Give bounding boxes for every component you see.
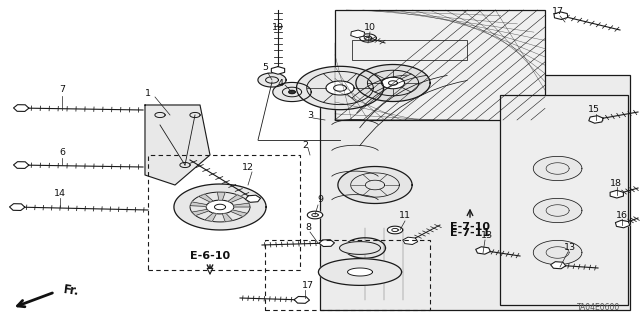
Polygon shape	[190, 113, 200, 117]
Bar	[352, 40, 467, 60]
Polygon shape	[319, 240, 335, 247]
Text: 17: 17	[552, 8, 564, 17]
Polygon shape	[381, 77, 404, 89]
Text: 3: 3	[307, 110, 313, 120]
Polygon shape	[223, 213, 233, 222]
Polygon shape	[218, 192, 225, 200]
Polygon shape	[307, 211, 323, 219]
Polygon shape	[296, 66, 383, 110]
Polygon shape	[192, 209, 209, 216]
Polygon shape	[10, 204, 25, 211]
Polygon shape	[245, 195, 260, 202]
Polygon shape	[387, 226, 403, 234]
Polygon shape	[554, 12, 568, 19]
Polygon shape	[533, 156, 582, 181]
Polygon shape	[199, 194, 213, 202]
Polygon shape	[533, 198, 582, 223]
Text: Fr.: Fr.	[62, 284, 80, 299]
Polygon shape	[319, 259, 402, 286]
Bar	[320, 75, 630, 310]
Text: 13: 13	[564, 243, 576, 253]
Text: 1: 1	[145, 88, 151, 98]
Polygon shape	[610, 190, 623, 198]
Polygon shape	[174, 184, 266, 230]
Text: 11: 11	[399, 211, 411, 220]
Bar	[148, 155, 300, 270]
Polygon shape	[326, 81, 354, 95]
Text: 14: 14	[54, 189, 66, 197]
Polygon shape	[348, 268, 372, 276]
Polygon shape	[180, 162, 190, 167]
Polygon shape	[145, 105, 210, 185]
Text: 16: 16	[616, 211, 628, 219]
Polygon shape	[589, 116, 604, 123]
Polygon shape	[403, 237, 418, 244]
Polygon shape	[344, 238, 385, 258]
Text: 5: 5	[262, 63, 268, 72]
Polygon shape	[206, 200, 234, 214]
Text: 8: 8	[305, 224, 311, 233]
Polygon shape	[155, 113, 165, 117]
Polygon shape	[550, 262, 566, 269]
Polygon shape	[294, 296, 310, 303]
Polygon shape	[234, 203, 250, 207]
Text: 17: 17	[302, 281, 314, 291]
Text: 15: 15	[588, 106, 600, 115]
Polygon shape	[228, 195, 243, 203]
Polygon shape	[13, 105, 29, 111]
Text: E-7-10: E-7-10	[450, 222, 490, 232]
Polygon shape	[533, 241, 582, 265]
Text: 4: 4	[277, 78, 283, 87]
Polygon shape	[476, 247, 490, 254]
Text: 2: 2	[302, 140, 308, 150]
Polygon shape	[338, 167, 412, 204]
Bar	[265, 240, 430, 310]
Polygon shape	[205, 213, 216, 221]
Polygon shape	[616, 220, 630, 228]
Polygon shape	[13, 162, 29, 168]
Text: 6: 6	[59, 149, 65, 158]
Text: 9: 9	[317, 196, 323, 204]
Text: 10: 10	[364, 23, 376, 32]
Text: 13: 13	[481, 231, 493, 240]
Polygon shape	[356, 64, 430, 101]
Polygon shape	[340, 241, 380, 254]
Text: E-7-11: E-7-11	[450, 228, 490, 238]
Text: 19: 19	[272, 23, 284, 32]
Polygon shape	[271, 67, 285, 74]
Polygon shape	[273, 82, 311, 101]
Text: 18: 18	[610, 179, 622, 188]
Text: 12: 12	[242, 164, 254, 173]
Bar	[500, 95, 628, 305]
Polygon shape	[360, 34, 376, 42]
Polygon shape	[289, 90, 295, 93]
Polygon shape	[258, 73, 286, 87]
Text: 7: 7	[59, 85, 65, 94]
Polygon shape	[190, 202, 207, 206]
Polygon shape	[351, 30, 365, 38]
Text: E-6-10: E-6-10	[190, 251, 230, 261]
Text: TA04E0600: TA04E0600	[577, 303, 620, 312]
Bar	[335, 10, 545, 120]
Polygon shape	[230, 210, 247, 217]
